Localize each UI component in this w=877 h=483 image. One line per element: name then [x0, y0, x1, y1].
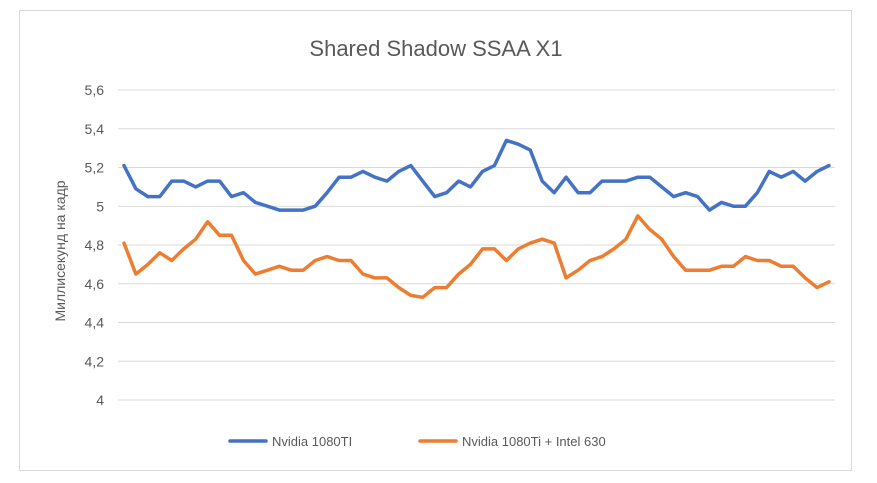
series-line-1	[122, 138, 831, 212]
legend-label-1: Nvidia 1080TI	[272, 434, 352, 449]
y-tick-label: 5,4	[85, 121, 105, 137]
y-tick-label: 4,6	[85, 276, 105, 292]
chart-title: Shared Shadow SSAA X1	[309, 36, 562, 61]
gridlines	[118, 89, 835, 401]
series-line-2	[122, 214, 831, 300]
y-tick-label: 5,2	[85, 160, 105, 176]
legend: Nvidia 1080TI Nvidia 1080Ti + Intel 630	[228, 434, 606, 449]
y-tick-label: 4,8	[85, 237, 105, 253]
y-tick-label: 5	[96, 198, 104, 214]
y-tick-label: 4	[96, 392, 104, 408]
y-tick-label: 4,4	[85, 315, 105, 331]
chart-frame: Shared Shadow SSAA X1 Миллисекунд на кад…	[19, 10, 852, 471]
y-tick-label: 4,2	[85, 353, 105, 369]
line-chart: Shared Shadow SSAA X1 Миллисекунд на кад…	[52, 36, 835, 449]
y-axis-ticks: 4 4,2 4,4 4,6 4,8 5 5,2 5,4 5,6	[85, 82, 105, 408]
y-axis-label: Миллисекунд на кадр	[52, 180, 68, 321]
y-tick-label: 5,6	[85, 82, 105, 98]
series-lines	[122, 138, 831, 300]
legend-label-2: Nvidia 1080Ti + Intel 630	[462, 434, 606, 449]
